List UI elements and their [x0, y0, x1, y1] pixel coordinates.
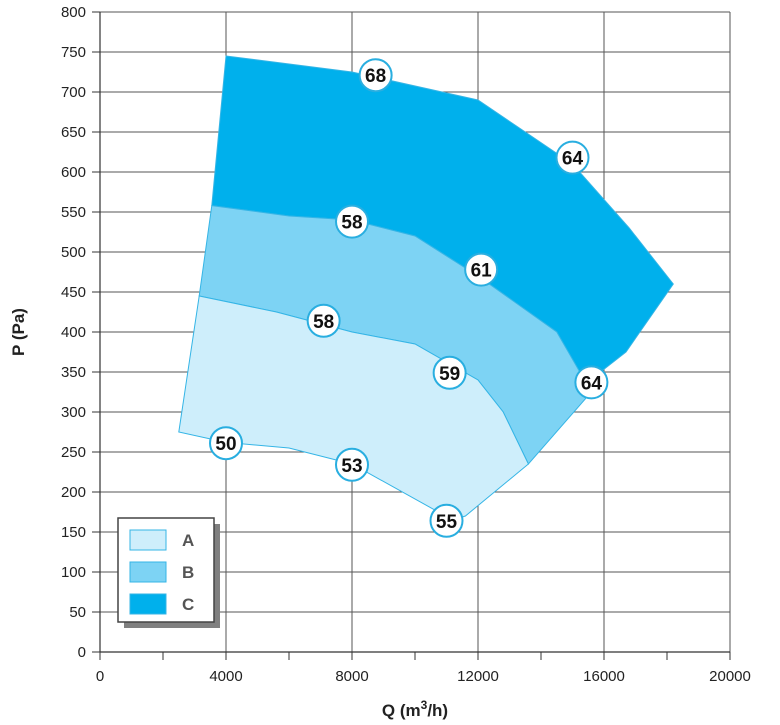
noise-marker-circle — [335, 447, 369, 482]
y-tick-label: 500 — [61, 244, 86, 261]
noise-marker-label: 61 — [471, 261, 493, 282]
noise-marker-circle — [429, 503, 464, 538]
y-tick-label: 450 — [61, 284, 86, 301]
y-axis-title: P (Pa) — [9, 308, 28, 356]
noise-marker: 50 — [209, 426, 243, 461]
noise-marker: 61 — [464, 252, 499, 287]
y-tick-label: 300 — [61, 404, 86, 421]
y-tick-label: 250 — [61, 444, 86, 461]
legend-swatch-b — [129, 561, 167, 583]
noise-marker-circle — [306, 303, 341, 338]
y-tick-label: 200 — [61, 484, 86, 501]
noise-marker-label: 59 — [439, 364, 460, 385]
noise-marker-label: 53 — [341, 456, 362, 477]
noise-marker-circle — [555, 140, 590, 175]
noise-marker: 53 — [335, 447, 369, 482]
x-axis-title: Q (m3/h) — [382, 698, 448, 720]
y-tick-label: 0 — [78, 644, 86, 661]
noise-marker-label: 50 — [215, 434, 236, 455]
x-tick-label: 12000 — [457, 668, 499, 685]
y-tick-label: 600 — [61, 164, 86, 181]
y-tick-label: 350 — [61, 364, 86, 381]
x-tick-label: 20000 — [709, 668, 751, 685]
noise-marker-label: 58 — [341, 213, 362, 234]
tick-labels: 0501001502002503003504004505005506006507… — [61, 4, 751, 685]
noise-marker: 58 — [335, 204, 369, 239]
y-tick-label: 400 — [61, 324, 86, 341]
noise-marker-circle — [464, 252, 499, 287]
legend-label-b: B — [182, 563, 194, 582]
noise-marker-circle — [335, 204, 369, 239]
noise-marker: 58 — [306, 303, 341, 338]
noise-marker-label: 55 — [436, 512, 458, 533]
noise-marker-circle — [358, 58, 393, 93]
y-tick-label: 100 — [61, 564, 86, 581]
legend-label-c: C — [182, 595, 194, 614]
noise-marker: 64 — [555, 140, 590, 175]
legend-swatch-c — [129, 593, 167, 615]
x-tick-label: 8000 — [335, 668, 368, 685]
y-tick-label: 750 — [61, 44, 86, 61]
noise-marker-circle — [574, 365, 609, 400]
noise-marker: 59 — [432, 355, 467, 390]
noise-marker-label: 58 — [313, 312, 334, 333]
legend-swatch-a — [129, 529, 167, 551]
y-tick-label: 150 — [61, 524, 86, 541]
noise-marker: 64 — [574, 365, 609, 400]
noise-marker: 68 — [358, 58, 393, 93]
noise-marker: 55 — [429, 503, 464, 538]
y-tick-label: 50 — [69, 604, 86, 621]
noise-level-markers: 68 64 58 61 58 59 64 50 53 55 — [209, 58, 609, 538]
noise-marker-label: 68 — [365, 66, 386, 87]
y-tick-label: 550 — [61, 204, 86, 221]
noise-marker-label: 64 — [581, 373, 603, 394]
performance-areas — [178, 55, 674, 521]
x-tick-label: 0 — [96, 668, 104, 685]
legend-label-a: A — [182, 531, 194, 550]
y-tick-label: 650 — [61, 124, 86, 141]
noise-marker-circle — [209, 426, 243, 461]
legend: ABC — [117, 517, 220, 628]
y-tick-label: 800 — [61, 4, 86, 21]
x-tick-label: 16000 — [583, 668, 625, 685]
noise-marker-label: 64 — [562, 149, 584, 170]
y-tick-label: 700 — [61, 84, 86, 101]
x-tick-label: 4000 — [209, 668, 242, 685]
noise-marker-circle — [432, 355, 467, 390]
